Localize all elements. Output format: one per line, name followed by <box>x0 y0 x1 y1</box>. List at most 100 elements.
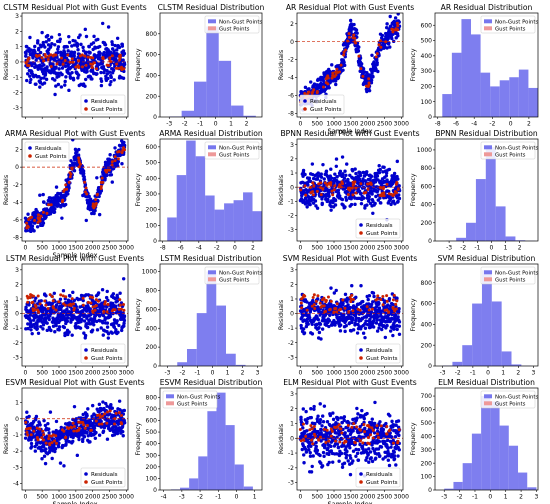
residual-point <box>69 159 73 163</box>
gust-point <box>26 433 30 437</box>
residual-point <box>57 325 62 329</box>
residual-point <box>115 48 119 52</box>
legend-label: Gust Points <box>91 356 123 362</box>
residual-point <box>334 288 338 293</box>
residual-point <box>344 198 349 202</box>
axes-frame <box>296 263 404 367</box>
gust-point <box>72 302 76 306</box>
residual-point <box>113 304 118 308</box>
gust-point <box>101 56 105 60</box>
gust-point <box>114 411 118 415</box>
legend-swatch-gust <box>166 401 174 406</box>
residual-point <box>338 194 342 198</box>
gust-point <box>337 308 341 312</box>
residual-point <box>354 28 359 32</box>
residual-point <box>121 49 126 53</box>
gust-point <box>93 308 97 312</box>
histogram-bar <box>452 361 463 366</box>
axes-frame <box>159 387 263 491</box>
residual-point <box>47 317 51 322</box>
plot-marks <box>442 19 538 117</box>
residual-point <box>327 452 331 457</box>
residual-point <box>336 417 340 422</box>
histogram-bar <box>481 270 492 366</box>
residual-point <box>32 229 36 233</box>
gust-point <box>329 181 333 185</box>
residual-point <box>397 193 401 197</box>
residual-point <box>122 324 126 328</box>
residual-point <box>316 171 320 175</box>
y-tick-label: 2 <box>290 406 294 413</box>
residual-point <box>60 72 64 77</box>
residual-point <box>391 302 395 307</box>
y-tick-label: 200 <box>421 220 433 227</box>
residual-point <box>318 402 322 406</box>
residual-point <box>38 423 42 427</box>
x-tick-label: 0 <box>211 370 215 377</box>
legend-swatch-non-gust <box>166 394 174 399</box>
legend-box <box>480 266 536 285</box>
residual-point <box>121 429 125 434</box>
residual-point <box>395 296 399 300</box>
gust-point <box>69 304 73 308</box>
gust-point <box>28 216 32 220</box>
residual-point <box>335 442 340 446</box>
legend-label: Residuals <box>91 472 118 478</box>
legend-label: Gust Points <box>91 107 123 113</box>
residual-point <box>392 171 397 176</box>
y-tick-label: -3 <box>288 354 294 361</box>
residual-point <box>370 53 374 57</box>
residual-point <box>97 433 102 437</box>
residual-point <box>54 185 59 189</box>
residual-point <box>49 35 54 39</box>
residual-point <box>91 41 96 45</box>
residual-point <box>109 402 113 407</box>
residual-point <box>110 180 114 184</box>
residual-point <box>63 64 68 69</box>
residual-point <box>309 444 313 448</box>
gust-point <box>342 50 346 54</box>
legend-label: Non-Gust Points <box>219 145 263 151</box>
residual-point <box>359 191 363 196</box>
residual-point <box>336 74 341 78</box>
y-tick-label: -1 <box>13 432 19 439</box>
residual-point <box>310 322 314 326</box>
residual-point <box>309 415 313 420</box>
gust-point <box>116 66 120 70</box>
residual-point <box>319 337 323 341</box>
gust-point <box>93 204 97 208</box>
y-tick-label: 400 <box>421 53 433 60</box>
residual-point <box>72 169 77 173</box>
residual-point <box>361 299 365 304</box>
axes-frame <box>21 387 129 491</box>
residual-point <box>301 168 306 173</box>
gust-point <box>396 28 400 32</box>
residual-point <box>30 224 35 228</box>
gust-point <box>366 187 370 191</box>
histogram-bar <box>195 156 206 241</box>
residual-point <box>38 193 42 197</box>
residual-point <box>350 316 355 321</box>
y-tick-label: 400 <box>146 175 158 182</box>
gust-point <box>94 304 98 308</box>
residual-point <box>115 431 120 436</box>
y-axis-label: Frequency <box>134 173 142 206</box>
residual-point <box>354 316 358 320</box>
chart-title: BPNN Residual Plot with Gust Events <box>280 129 419 138</box>
residual-point <box>105 325 110 329</box>
residual-point <box>72 298 77 303</box>
histogram-bar <box>491 301 502 366</box>
gust-point <box>27 64 31 68</box>
residual-point <box>43 423 48 428</box>
residual-point <box>391 199 396 203</box>
y-tick-label: 400 <box>421 321 433 328</box>
gust-point <box>332 188 336 192</box>
y-tick-label: -2 <box>288 213 294 220</box>
gust-point <box>83 426 87 430</box>
histogram-bar <box>495 206 506 241</box>
residual-point <box>25 78 29 83</box>
residual-point <box>28 74 32 78</box>
residual-point <box>29 77 33 82</box>
residual-point <box>25 72 30 76</box>
